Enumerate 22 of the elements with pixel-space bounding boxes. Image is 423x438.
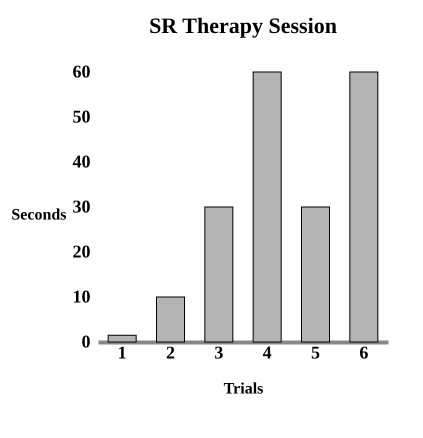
- chart-title: SR Therapy Session: [149, 13, 337, 38]
- bar: [108, 334, 137, 342]
- bar: [204, 206, 234, 342]
- x-tick-label: 4: [262, 342, 272, 362]
- y-tick-label: 40: [72, 152, 90, 172]
- y-tick-label: 0: [82, 332, 90, 352]
- bar: [349, 72, 378, 342]
- bar: [156, 296, 185, 342]
- bar: [252, 72, 282, 342]
- y-tick-label: 60: [72, 62, 90, 82]
- y-tick-label: 50: [72, 106, 90, 126]
- y-axis-title: Seconds: [11, 206, 66, 224]
- x-axis-title: Trials: [224, 380, 264, 398]
- x-tick-label: 6: [359, 342, 368, 362]
- y-tick-label: 30: [72, 196, 90, 216]
- bar: [301, 206, 330, 342]
- x-tick-label: 2: [166, 342, 175, 362]
- x-tick-label: 3: [214, 342, 224, 362]
- x-tick-label: 1: [118, 342, 127, 362]
- x-tick-label: 5: [311, 342, 320, 362]
- y-tick-label: 10: [72, 286, 90, 306]
- y-tick-label: 20: [72, 242, 90, 262]
